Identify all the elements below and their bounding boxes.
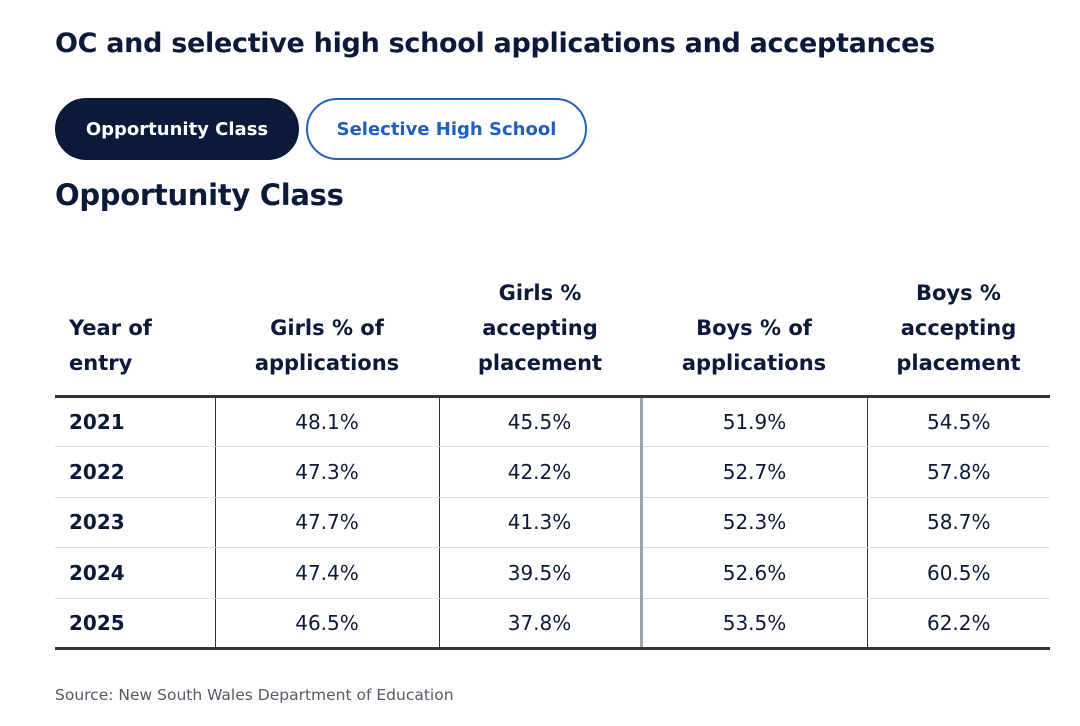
table-row: 2023 47.7% 41.3% 52.3% 58.7% (55, 497, 1050, 549)
header-girls-accepting: Girls % accepting placement (439, 266, 641, 398)
cell-girls-accepting: 45.5% (438, 396, 641, 448)
header-girls-applications: Girls % of applications (215, 266, 439, 398)
cell-boys-applications: 51.9% (639, 396, 867, 448)
cell-girls-applications: 47.3% (214, 446, 439, 498)
tab-opportunity-class[interactable]: Opportunity Class (55, 98, 299, 160)
cell-year: 2025 (55, 598, 215, 651)
cell-girls-accepting: 41.3% (438, 497, 641, 549)
applications-table: Year of entry Girls % of applications Gi… (55, 266, 1050, 651)
cell-boys-applications: 52.3% (639, 497, 867, 549)
cell-girls-accepting: 42.2% (438, 446, 641, 498)
header-year-of-entry: Year of entry (55, 266, 215, 398)
table-row: 2024 47.4% 39.5% 52.6% 60.5% (55, 547, 1050, 599)
cell-boys-accepting: 57.8% (866, 446, 1050, 498)
cell-girls-accepting: 39.5% (438, 547, 641, 599)
section-title: Opportunity Class (55, 178, 344, 212)
header-boys-applications: Boys % of applications (641, 266, 867, 398)
table-row: 2025 46.5% 37.8% 53.5% 62.2% (55, 598, 1050, 651)
cell-year: 2024 (55, 547, 215, 599)
cell-year: 2023 (55, 497, 215, 549)
cell-boys-applications: 53.5% (639, 598, 867, 651)
cell-boys-accepting: 54.5% (866, 396, 1050, 448)
tab-selective-high-school[interactable]: Selective High School (306, 98, 587, 160)
cell-girls-accepting: 37.8% (438, 598, 641, 651)
table-header-row: Year of entry Girls % of applications Gi… (55, 266, 1050, 398)
header-boys-accepting: Boys % accepting placement (867, 266, 1050, 398)
cell-boys-accepting: 62.2% (866, 598, 1050, 651)
cell-girls-applications: 48.1% (214, 396, 439, 448)
cell-boys-accepting: 60.5% (866, 547, 1050, 599)
cell-year: 2021 (55, 396, 215, 448)
cell-boys-accepting: 58.7% (866, 497, 1050, 549)
cell-girls-applications: 47.4% (214, 547, 439, 599)
source-note: Source: New South Wales Department of Ed… (55, 686, 454, 704)
cell-girls-applications: 47.7% (214, 497, 439, 549)
cell-girls-applications: 46.5% (214, 598, 439, 651)
cell-year: 2022 (55, 446, 215, 498)
table-row: 2021 48.1% 45.5% 51.9% 54.5% (55, 396, 1050, 448)
table-row: 2022 47.3% 42.2% 52.7% 57.8% (55, 446, 1050, 498)
cell-boys-applications: 52.7% (639, 446, 867, 498)
page-title: OC and selective high school application… (55, 28, 935, 59)
cell-boys-applications: 52.6% (639, 547, 867, 599)
